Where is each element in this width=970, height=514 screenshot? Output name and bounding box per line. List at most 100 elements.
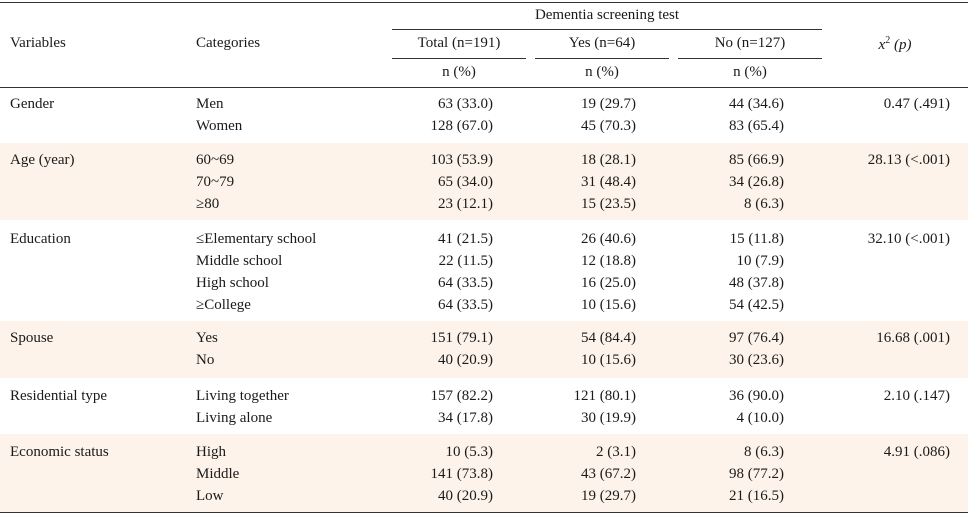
category-list: 60~69 70~79 ≥80: [196, 149, 234, 215]
category: Middle school: [196, 253, 283, 269]
no-value: 85 (66.9): [729, 152, 784, 168]
no-value: 44 (34.6): [729, 96, 784, 112]
variable-label: Education: [10, 231, 71, 247]
chi-value: 2.10 (.147): [883, 388, 950, 404]
category: Middle: [196, 466, 240, 482]
yes-value: 2 (3.1): [596, 444, 636, 460]
category: ≤Elementary school: [196, 231, 317, 247]
total-value: 41 (21.5): [438, 231, 493, 247]
yes-values: 121 (80.1) 30 (19.9): [536, 385, 637, 429]
category: 60~69: [196, 152, 235, 168]
category: Low: [196, 488, 224, 504]
yes-value: 19 (29.7): [581, 488, 636, 504]
no-value: 4 (10.0): [736, 410, 785, 426]
header-bottom-rule: [0, 87, 968, 88]
row-group-age: Age (year) 60~69 70~79 ≥80 103 (53.9) 65…: [0, 143, 968, 220]
header-variables: Variables: [10, 35, 66, 51]
row-group-economic: Economic status High Middle Low 10 (5.3)…: [0, 434, 968, 512]
no-value: 36 (90.0): [729, 388, 784, 404]
category: 70~79: [196, 174, 235, 190]
no-value: 54 (42.5): [729, 297, 784, 313]
no-rule: [678, 58, 822, 59]
unit-no: n (%): [733, 64, 767, 80]
total-value: 63 (33.0): [438, 96, 493, 112]
total-value: 128 (67.0): [430, 118, 494, 134]
yes-value: 10 (15.6): [581, 297, 636, 313]
row-group-education: Education ≤Elementary school Middle scho…: [0, 220, 968, 321]
no-value: 8 (6.3): [744, 196, 784, 212]
total-value: 23 (12.1): [438, 196, 493, 212]
category-list: Living together Living alone: [196, 385, 289, 429]
no-values: 15 (11.8) 10 (7.9) 48 (37.8) 54 (42.5): [684, 228, 784, 316]
table-bottom-rule: [0, 512, 968, 513]
yes-value: 121 (80.1): [573, 388, 637, 404]
yes-value: 45 (70.3): [581, 118, 636, 134]
no-value: 8 (6.3): [744, 444, 784, 460]
chi-p-label: (p): [893, 37, 912, 53]
total-value: 157 (82.2): [430, 388, 494, 404]
yes-value: 43 (67.2): [581, 466, 636, 482]
total-value: 65 (34.0): [438, 174, 493, 190]
chi-value: 0.47 (.491): [883, 96, 950, 112]
no-value: 83 (65.4): [729, 118, 784, 134]
yes-values: 18 (28.1) 31 (48.4) 15 (23.5): [536, 149, 636, 215]
variable-label: Residential type: [10, 388, 108, 404]
no-value: 21 (16.5): [729, 488, 784, 504]
category: High: [196, 444, 226, 460]
total-value: 141 (73.8): [430, 466, 494, 482]
no-value: 48 (37.8): [729, 275, 784, 291]
yes-values: 2 (3.1) 43 (67.2) 19 (29.7): [536, 441, 636, 507]
total-value: 64 (33.5): [438, 275, 493, 291]
total-values: 157 (82.2) 34 (17.8): [393, 385, 494, 429]
total-value: 34 (17.8): [438, 410, 493, 426]
category-list: ≤Elementary school Middle school High sc…: [196, 228, 316, 316]
category: Yes: [196, 330, 218, 346]
group-rule: [392, 29, 822, 30]
chi-symbol: x: [878, 37, 886, 53]
chi-value: 16.68 (.001): [876, 330, 950, 346]
total-value: 64 (33.5): [438, 297, 493, 313]
total-value: 22 (11.5): [438, 253, 493, 269]
category: Men: [196, 96, 224, 112]
table-top-rule: [0, 2, 968, 3]
yes-value: 16 (25.0): [581, 275, 636, 291]
yes-rule: [535, 58, 669, 59]
chi-superscript: 2: [885, 35, 891, 46]
yes-value: 12 (18.8): [581, 253, 636, 269]
yes-value: 26 (40.6): [581, 231, 636, 247]
no-value: 34 (26.8): [729, 174, 784, 190]
total-rule: [392, 58, 526, 59]
yes-values: 54 (84.4) 10 (15.6): [536, 327, 636, 371]
category: Living together: [196, 388, 289, 404]
row-group-spouse: Spouse Yes No 151 (79.1) 40 (20.9) 54 (8…: [0, 321, 968, 378]
row-group-residential: Residential type Living together Living …: [0, 378, 968, 434]
total-values: 10 (5.3) 141 (73.8) 40 (20.9): [393, 441, 494, 507]
header-categories: Categories: [196, 35, 261, 51]
no-value: 10 (7.9): [736, 253, 785, 269]
unit-yes: n (%): [585, 64, 619, 80]
yes-value: 30 (19.9): [581, 410, 636, 426]
variable-label: Spouse: [10, 330, 54, 346]
no-values: 97 (76.4) 30 (23.6): [684, 327, 784, 371]
yes-value: 54 (84.4): [581, 330, 636, 346]
yes-value: 19 (29.7): [581, 96, 636, 112]
category: ≥80: [196, 196, 220, 212]
no-values: 36 (90.0) 4 (10.0): [684, 385, 784, 429]
header-yes: Yes (n=64): [568, 35, 636, 51]
total-values: 151 (79.1) 40 (20.9): [393, 327, 494, 371]
chi-value: 28.13 (<.001): [867, 152, 950, 168]
total-value: 10 (5.3): [445, 444, 494, 460]
no-value: 98 (77.2): [729, 466, 784, 482]
category: No: [196, 352, 215, 368]
yes-value: 18 (28.1): [581, 152, 636, 168]
chi-value: 4.91 (.086): [883, 444, 950, 460]
no-value: 97 (76.4): [729, 330, 784, 346]
yes-values: 26 (40.6) 12 (18.8) 16 (25.0) 10 (15.6): [536, 228, 636, 316]
header-group-title: Dementia screening test: [534, 7, 680, 23]
total-value: 151 (79.1): [430, 330, 494, 346]
header-total: Total (n=191): [417, 35, 501, 51]
row-group-gender: Gender Men Women 63 (33.0) 128 (67.0) 19…: [0, 88, 968, 143]
chi-value: 32.10 (<.001): [867, 231, 950, 247]
total-value: 40 (20.9): [438, 352, 493, 368]
no-values: 85 (66.9) 34 (26.8) 8 (6.3): [684, 149, 784, 215]
